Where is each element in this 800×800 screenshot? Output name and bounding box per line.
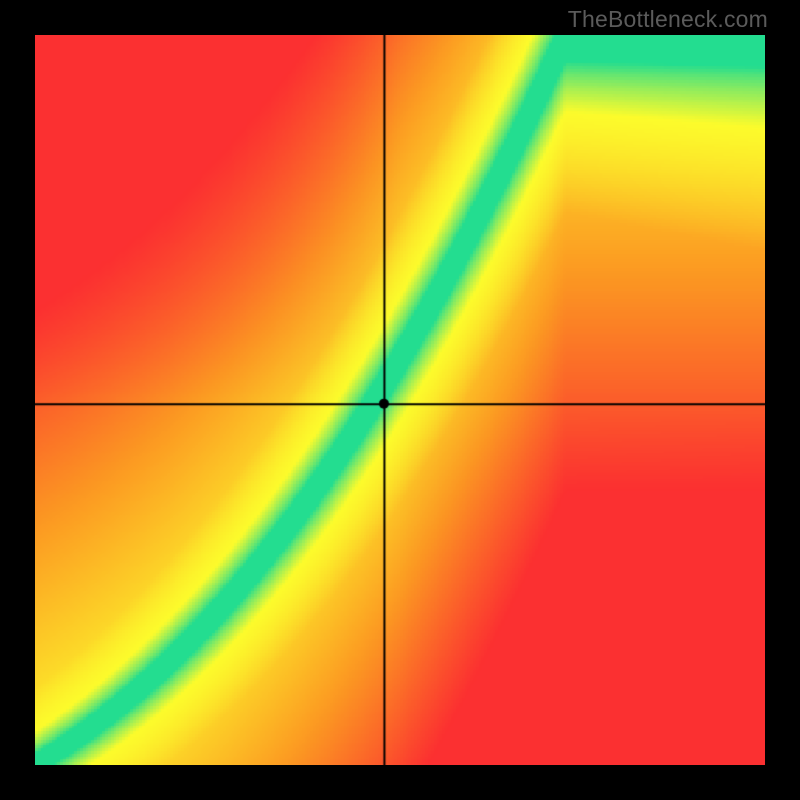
crosshair-overlay [35,35,765,765]
watermark-text: TheBottleneck.com [568,6,768,33]
